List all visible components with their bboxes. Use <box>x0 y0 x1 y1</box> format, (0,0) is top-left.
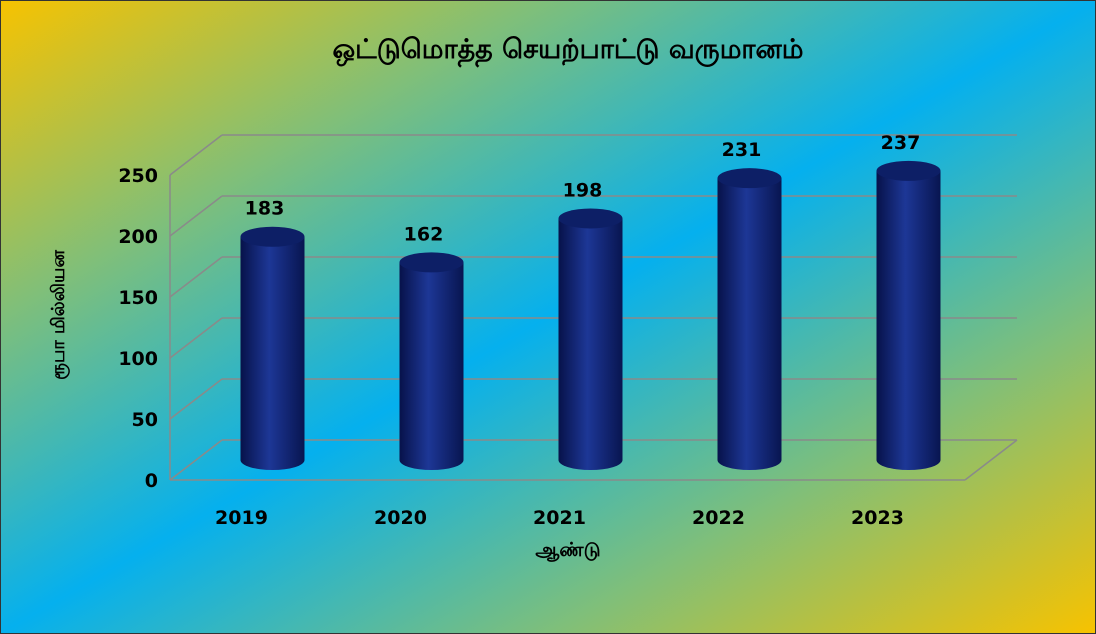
cylinder <box>558 208 623 470</box>
cylinder <box>240 226 305 470</box>
bar <box>240 236 305 470</box>
bar-top <box>240 226 305 247</box>
y-axis-label: ரூபா மில்லியன <box>48 250 70 380</box>
y-tick-label: 200 <box>118 226 158 248</box>
bar-top <box>399 252 464 273</box>
grid-line <box>169 134 223 176</box>
grid-line <box>169 256 223 298</box>
chart-title: ஒட்டுமொத்த செயற்பாட்டு வருமானம் <box>333 34 804 68</box>
cylinder <box>876 160 941 471</box>
x-tick-label: 2020 <box>374 507 427 529</box>
x-tick-label: 2023 <box>851 507 904 529</box>
grid-line <box>169 317 223 359</box>
bar <box>558 218 623 470</box>
value-label: 162 <box>404 223 444 245</box>
y-tick-label: 50 <box>132 409 158 431</box>
value-label: 198 <box>563 179 603 201</box>
value-label: 231 <box>722 139 762 161</box>
x-tick-label: 2022 <box>692 507 745 529</box>
bar-top <box>558 208 623 229</box>
value-label: 237 <box>881 132 921 154</box>
bar <box>876 170 941 471</box>
x-tick-label: 2021 <box>533 507 586 529</box>
y-tick-label: 250 <box>118 165 158 187</box>
grid-line <box>169 378 223 420</box>
floor-edge <box>964 439 1018 481</box>
y-tick-label: 100 <box>118 348 158 370</box>
y-tick-label: 150 <box>118 287 158 309</box>
value-label: 183 <box>245 198 285 220</box>
cylinder <box>717 168 782 470</box>
bar-top <box>876 160 941 181</box>
y-tick-label: 0 <box>145 470 158 492</box>
x-tick-label: 2019 <box>215 507 268 529</box>
cylinder <box>399 252 464 470</box>
grid-line <box>169 439 223 481</box>
bar <box>399 262 464 470</box>
grid-line <box>169 195 223 237</box>
bar-top <box>717 168 782 189</box>
x-axis-label: ஆண்டு <box>535 539 600 561</box>
bar <box>717 178 782 470</box>
